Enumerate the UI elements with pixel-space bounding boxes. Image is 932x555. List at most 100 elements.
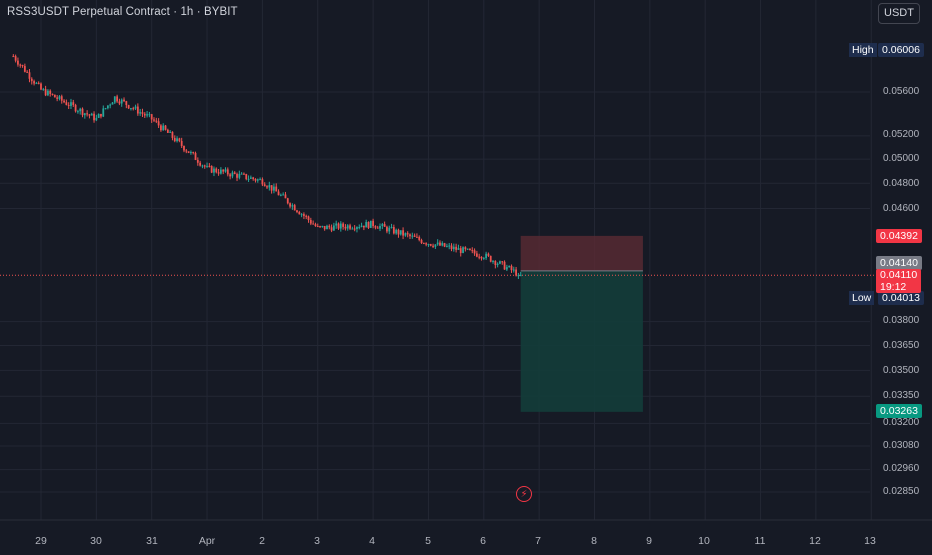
candle-up <box>452 246 455 250</box>
low-price-tag: 0.04013 <box>878 291 924 305</box>
candle-down <box>349 225 351 229</box>
candle-up <box>97 113 100 118</box>
candle-down <box>222 169 225 172</box>
candles <box>12 54 522 279</box>
candle-down <box>275 186 278 192</box>
candle-up <box>499 261 501 264</box>
candle-down <box>425 243 428 245</box>
current-price-tag: 0.04110 19:12 <box>876 269 922 293</box>
take-profit-zone[interactable] <box>520 270 643 412</box>
candle-down <box>422 243 425 245</box>
y-tick: 0.03350 <box>883 390 920 401</box>
candle-down <box>33 81 35 84</box>
candle-down <box>28 72 31 79</box>
candle-down <box>383 224 386 227</box>
candle-down <box>372 220 374 227</box>
candle-up <box>381 224 384 227</box>
candle-down <box>199 162 202 166</box>
y-tick: 0.03800 <box>883 315 920 326</box>
candle-down <box>309 220 312 224</box>
candle-up <box>256 179 259 181</box>
candle-up <box>95 117 98 121</box>
take-profit-price-tag[interactable]: 0.03263 <box>876 404 922 418</box>
candle-down <box>289 203 291 207</box>
candle-down <box>215 168 218 173</box>
candle-down <box>88 114 91 116</box>
candle-down <box>478 256 481 258</box>
candle-up <box>176 138 178 142</box>
candle-down <box>233 172 236 174</box>
candle-down <box>344 226 347 229</box>
candle-down <box>418 236 421 240</box>
candle-down <box>173 137 176 142</box>
candle-down <box>196 159 199 163</box>
candle-down <box>19 64 22 66</box>
candle-down <box>65 102 68 105</box>
candle-up <box>365 222 368 228</box>
x-tick: Apr <box>198 535 216 547</box>
candle-down <box>166 129 169 133</box>
candle-up <box>146 114 148 116</box>
stop-loss-zone[interactable] <box>520 235 643 271</box>
candle-down <box>127 105 130 109</box>
candle-up <box>492 260 494 262</box>
candle-up <box>434 244 437 247</box>
candle-down <box>26 71 29 73</box>
candle-down <box>23 66 26 72</box>
candle-down <box>455 246 458 250</box>
candle-up <box>35 82 38 84</box>
candle-down <box>296 210 298 212</box>
candle-down <box>420 239 423 244</box>
candle-down <box>489 255 492 262</box>
candle-up <box>388 227 391 232</box>
candle-down <box>316 226 319 228</box>
y-tick: 0.03500 <box>883 365 920 376</box>
candle-down <box>229 174 232 177</box>
candle-down <box>37 82 40 84</box>
y-tick: 0.04800 <box>883 178 920 189</box>
symbol-title[interactable]: RSS3USDT Perpetual Contract · 1h · BYBIT <box>7 6 238 18</box>
candle-down <box>298 211 301 215</box>
candle-down <box>406 233 409 235</box>
lightning-icon[interactable]: ⚡︎ <box>516 486 532 502</box>
stop-loss-price-tag[interactable]: 0.04392 <box>876 229 922 243</box>
y-tick: 0.05000 <box>883 153 920 164</box>
x-tick: 3 <box>314 535 320 547</box>
candle-up <box>411 235 414 237</box>
candle-up <box>111 102 114 105</box>
candle-down <box>141 112 144 114</box>
candle-up <box>356 227 358 230</box>
candle-down <box>376 227 379 229</box>
entry-price-tag[interactable]: 0.04140 <box>876 256 922 270</box>
candle-up <box>113 96 116 103</box>
candle-up <box>219 169 222 174</box>
candle-down <box>178 138 181 141</box>
y-tick: 0.05600 <box>883 86 920 97</box>
candle-down <box>210 166 213 173</box>
candle-down <box>53 94 56 98</box>
candle-up <box>83 113 86 116</box>
candle-down <box>402 230 404 236</box>
high-price-tag: 0.06006 <box>878 43 924 57</box>
candle-up <box>148 114 151 116</box>
candle-up <box>291 205 294 207</box>
candle-up <box>358 226 361 228</box>
y-tick: 0.05200 <box>883 129 920 140</box>
x-tick: 5 <box>425 535 431 547</box>
candle-down <box>475 253 478 257</box>
x-tick: 9 <box>646 535 652 547</box>
candle-up <box>390 227 393 229</box>
candle-up <box>102 108 105 117</box>
candle-up <box>360 225 363 227</box>
candle-down <box>286 198 289 204</box>
candle-down <box>123 99 125 102</box>
candle-down <box>81 108 84 116</box>
x-tick: 13 <box>864 535 876 547</box>
candle-down <box>136 106 139 114</box>
candle-down <box>116 96 119 102</box>
currency-button[interactable]: USDT <box>878 3 920 24</box>
candle-down <box>367 222 370 228</box>
candle-up <box>162 125 165 131</box>
